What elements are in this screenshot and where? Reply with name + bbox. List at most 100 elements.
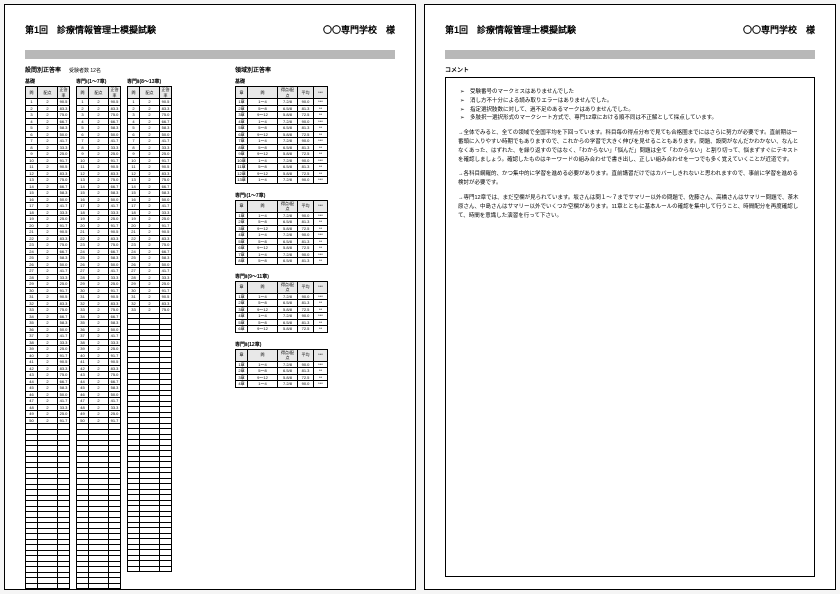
table-row: 47241.7 (26, 398, 70, 405)
table-row: 49225.0 (26, 411, 70, 418)
table-row: 18233.3 (77, 209, 121, 216)
table-row: 4266.7 (26, 118, 70, 125)
table-row: 33275.0 (26, 307, 70, 314)
grey-bar (25, 50, 395, 59)
school-name: 〇〇専門学校 様 (323, 23, 395, 36)
table-row (128, 566, 172, 572)
table-row: 12283.3 (77, 170, 121, 177)
table-row (26, 583, 70, 589)
header: 第1回 診療情報管理士模擬試験 〇〇専門学校 様 (25, 23, 395, 36)
table-row: 40291.7 (77, 352, 121, 359)
table-row: 6250.0 (26, 131, 70, 138)
table-row: 12283.3 (128, 170, 172, 177)
table-row: 3275.0 (26, 112, 70, 119)
table-row: 23275.0 (26, 242, 70, 249)
table-row: 40291.7 (26, 352, 70, 359)
table-row: 32283.3 (77, 300, 121, 307)
table-row: 18233.3 (128, 209, 172, 216)
table-caption: 専門Ⅰ(1～7章) (76, 78, 121, 85)
table-row: 8233.3 (26, 144, 70, 151)
table-row: 36250.0 (77, 326, 121, 333)
table-row: 27241.7 (77, 268, 121, 275)
comment-box: 受験番号のマークミスはありませんでした消し方不十分による読み取りエラーはありませ… (445, 77, 815, 577)
table-row: 5258.3 (26, 125, 70, 132)
section-heading-2: 領域別正答率 (235, 65, 395, 74)
table-row: 45258.3 (26, 385, 70, 392)
table-row: 37241.7 (77, 333, 121, 340)
header: 第1回 診療情報管理士模擬試験 〇〇専門学校 様 (445, 23, 815, 36)
table-row: 22283.3 (26, 235, 70, 242)
table-caption: 専門Ⅱ(9～11章) (235, 273, 395, 280)
data-table: 問配点正答率1290.52283.33275.04266.75258.36250… (76, 86, 121, 589)
table-row: 19225.0 (26, 216, 70, 223)
table-row: 32283.3 (128, 300, 172, 307)
table-row: 33275.0 (128, 307, 172, 314)
table-row: 5258.3 (77, 125, 121, 132)
table-row: 1290.5 (128, 99, 172, 106)
data-table: 章問得点/配点平均***1章1～47.2/890.0***2章5～86.5/88… (235, 349, 328, 388)
table-row: 20291.7 (128, 222, 172, 229)
table-row: 28233.3 (128, 274, 172, 281)
table-row (77, 583, 121, 589)
table-row: 8章5～86.5/881.3** (236, 258, 328, 265)
table-row: 14266.7 (77, 183, 121, 190)
table-row: 26250.0 (128, 261, 172, 268)
table-row: 41290.5 (77, 359, 121, 366)
bullet-item: 多肢択一選択形式のマークシート方式で、専門12章における順不同は不正解として採点… (470, 114, 802, 123)
table-row: 49225.0 (77, 411, 121, 418)
table-row: 29225.0 (77, 281, 121, 288)
table-row: 43275.0 (77, 372, 121, 379)
table-row: 13275.0 (26, 177, 70, 184)
table-row: 20291.7 (26, 222, 70, 229)
table-row: 39225.0 (26, 346, 70, 353)
table-row: 38233.3 (26, 339, 70, 346)
table-caption: 専門Ⅱ(8～13章) (127, 78, 172, 85)
table-row: 25258.3 (26, 255, 70, 262)
table-row: 30291.7 (26, 287, 70, 294)
table-row: 36250.0 (26, 326, 70, 333)
table-row: 38233.3 (77, 339, 121, 346)
table-row: 8233.3 (77, 144, 121, 151)
table-row: 17241.7 (77, 203, 121, 210)
table-row: 31290.5 (128, 294, 172, 301)
table-row: 13275.0 (77, 177, 121, 184)
table-row: 48233.3 (26, 404, 70, 411)
table-row: 18233.3 (26, 209, 70, 216)
table-row: 10291.7 (26, 157, 70, 164)
table-row: 19225.0 (77, 216, 121, 223)
table-row: 7241.7 (77, 138, 121, 145)
table-row: 7241.7 (26, 138, 70, 145)
table-row: 47241.7 (77, 398, 121, 405)
table-row: 6章9～125.8/872.5** (236, 326, 328, 333)
table-row: 12283.3 (26, 170, 70, 177)
table-row: 31290.5 (77, 294, 121, 301)
table-row: 14266.7 (26, 183, 70, 190)
table-row: 4266.7 (128, 118, 172, 125)
table-row: 22283.3 (77, 235, 121, 242)
table-row: 16250.0 (128, 196, 172, 203)
table-row: 24266.7 (26, 248, 70, 255)
table-row: 11290.5 (77, 164, 121, 171)
school-name: 〇〇専門学校 様 (743, 23, 815, 36)
table-row: 29225.0 (26, 281, 70, 288)
table-row: 1290.5 (26, 99, 70, 106)
data-table: 章問得点/配点平均***1章1～47.2/890.0***2章5～86.5/88… (235, 86, 328, 184)
table-row: 10291.7 (128, 157, 172, 164)
page-left: 第1回 診療情報管理士模擬試験 〇〇専門学校 様 設問別正答率受験者数 12名 … (4, 4, 416, 590)
table-row: 32283.3 (26, 300, 70, 307)
comment-paragraph: →各科目網羅的、かつ集中的に学習を進める必要があります。直前講習だけではカバーし… (458, 170, 802, 188)
table-row: 31290.5 (26, 294, 70, 301)
comment-heading: コメント (445, 65, 815, 74)
table-row: 17241.7 (128, 203, 172, 210)
bullet-item: 消し方不十分による読み取りエラーはありませんでした。 (470, 97, 802, 106)
table-row: 26250.0 (77, 261, 121, 268)
table-row: 25258.3 (128, 255, 172, 262)
table-row: 8233.3 (128, 144, 172, 151)
table-row: 30291.7 (128, 287, 172, 294)
table-row: 44266.7 (77, 378, 121, 385)
data-table: 問配点正答率1290.52283.33275.04266.75258.36250… (25, 86, 70, 589)
table-row: 29225.0 (128, 281, 172, 288)
table-row: 35258.3 (77, 320, 121, 327)
table-row: 5258.3 (128, 125, 172, 132)
comment-paragraph: →全体でみると、全ての領域で全国平均を下回っています。科目毎の得点分布で見ても合… (458, 129, 802, 164)
